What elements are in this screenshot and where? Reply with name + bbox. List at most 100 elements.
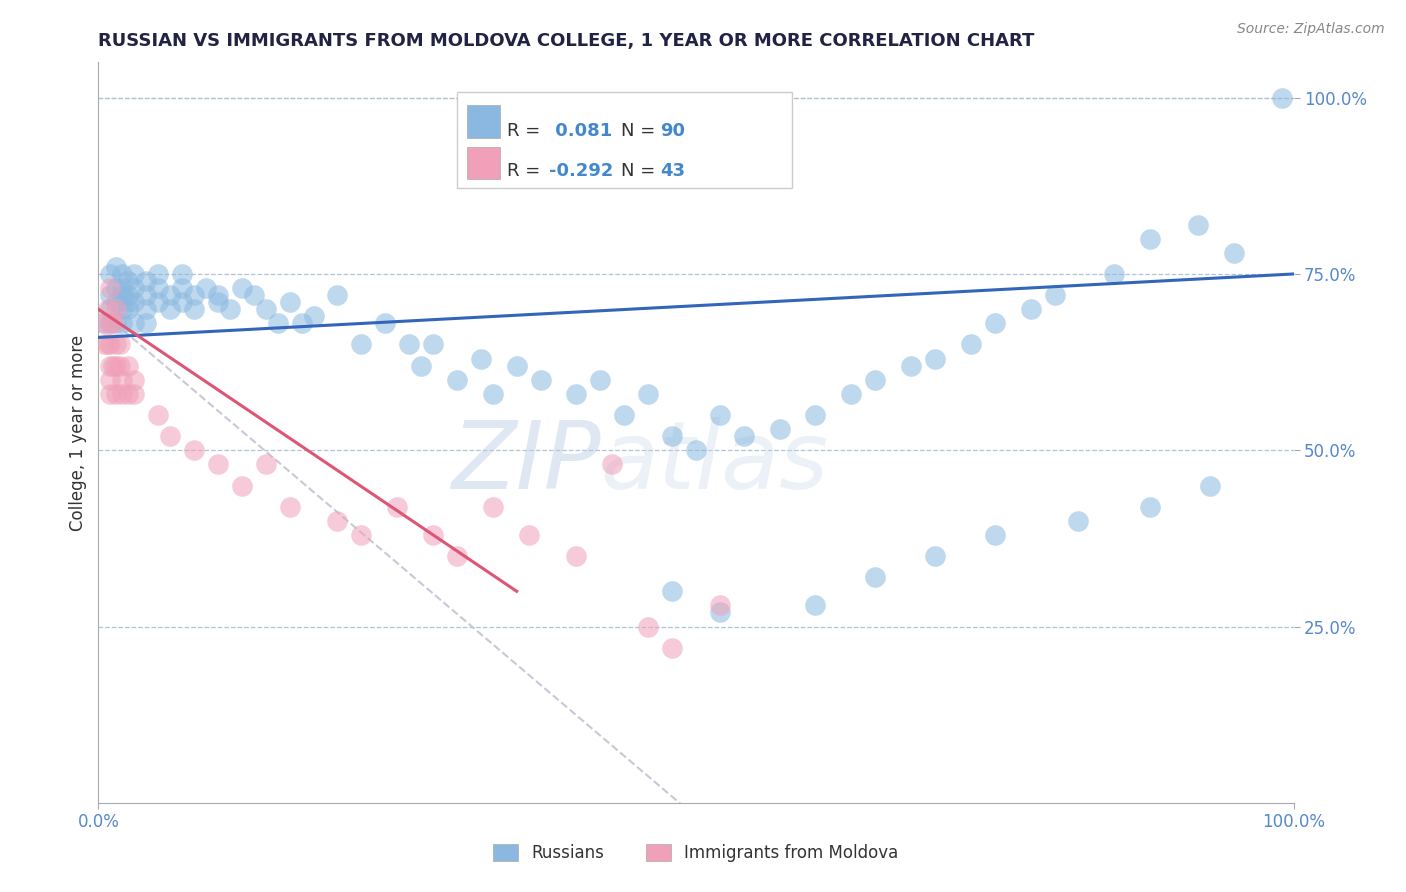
Point bbox=[530, 373, 553, 387]
Point bbox=[865, 570, 887, 584]
Point bbox=[398, 337, 420, 351]
Point bbox=[117, 274, 139, 288]
Point bbox=[117, 387, 139, 401]
Point bbox=[183, 302, 205, 317]
Text: -0.292: -0.292 bbox=[548, 162, 613, 180]
Point bbox=[117, 302, 139, 317]
Point bbox=[804, 408, 827, 422]
Point bbox=[984, 528, 1007, 542]
Point bbox=[207, 295, 229, 310]
Point bbox=[148, 295, 170, 310]
Point bbox=[98, 281, 122, 295]
Point bbox=[117, 288, 139, 302]
Point bbox=[374, 316, 396, 330]
Point bbox=[924, 549, 946, 563]
Y-axis label: College, 1 year or more: College, 1 year or more bbox=[69, 334, 87, 531]
Point bbox=[613, 408, 636, 422]
Point bbox=[124, 387, 146, 401]
Point bbox=[105, 295, 128, 310]
Text: R =: R = bbox=[508, 121, 546, 140]
Point bbox=[481, 500, 505, 514]
Point bbox=[1223, 245, 1246, 260]
Point bbox=[481, 387, 505, 401]
Point bbox=[93, 316, 115, 330]
Point bbox=[411, 359, 433, 373]
Point bbox=[124, 281, 146, 295]
Point bbox=[207, 288, 229, 302]
Point bbox=[97, 302, 120, 317]
Point bbox=[1139, 232, 1161, 246]
Point bbox=[183, 443, 205, 458]
Point bbox=[984, 316, 1007, 330]
Point bbox=[219, 302, 242, 317]
Point bbox=[231, 281, 253, 295]
Text: RUSSIAN VS IMMIGRANTS FROM MOLDOVA COLLEGE, 1 YEAR OR MORE CORRELATION CHART: RUSSIAN VS IMMIGRANTS FROM MOLDOVA COLLE… bbox=[98, 32, 1035, 50]
Point bbox=[470, 351, 492, 366]
Point bbox=[195, 281, 218, 295]
Text: Source: ZipAtlas.com: Source: ZipAtlas.com bbox=[1237, 22, 1385, 37]
Point bbox=[254, 302, 277, 317]
Point bbox=[135, 302, 157, 317]
Point bbox=[105, 359, 128, 373]
Point bbox=[385, 500, 409, 514]
Point bbox=[124, 267, 146, 281]
Point bbox=[105, 302, 128, 317]
Point bbox=[97, 337, 120, 351]
Point bbox=[1199, 478, 1222, 492]
Point bbox=[685, 443, 707, 458]
Point bbox=[709, 606, 731, 620]
Point bbox=[172, 281, 194, 295]
Point bbox=[1271, 91, 1294, 105]
Point bbox=[111, 267, 134, 281]
Point bbox=[183, 288, 205, 302]
Point bbox=[602, 458, 624, 472]
Point bbox=[111, 302, 134, 317]
Text: R =: R = bbox=[508, 162, 546, 180]
Point bbox=[243, 288, 266, 302]
Point bbox=[111, 373, 134, 387]
Point bbox=[1187, 218, 1209, 232]
Point bbox=[135, 274, 157, 288]
Point bbox=[135, 288, 157, 302]
Point bbox=[422, 337, 444, 351]
Point bbox=[172, 295, 194, 310]
Point bbox=[637, 619, 659, 633]
Point bbox=[1019, 302, 1042, 317]
Point bbox=[111, 316, 134, 330]
Point bbox=[148, 281, 170, 295]
Point bbox=[172, 267, 194, 281]
Point bbox=[124, 295, 146, 310]
Point bbox=[148, 408, 170, 422]
Point bbox=[117, 295, 139, 310]
Point bbox=[98, 316, 122, 330]
Point bbox=[267, 316, 290, 330]
FancyBboxPatch shape bbox=[467, 105, 501, 138]
Point bbox=[101, 316, 124, 330]
Point bbox=[709, 408, 731, 422]
Point bbox=[98, 387, 122, 401]
Point bbox=[1139, 500, 1161, 514]
Point bbox=[1043, 288, 1066, 302]
Point bbox=[98, 302, 122, 317]
Point bbox=[709, 599, 731, 613]
Point bbox=[101, 359, 124, 373]
Text: 43: 43 bbox=[661, 162, 685, 180]
Text: N =: N = bbox=[620, 162, 661, 180]
Point bbox=[733, 429, 755, 443]
Point bbox=[98, 373, 122, 387]
FancyBboxPatch shape bbox=[467, 147, 501, 179]
Point bbox=[111, 288, 134, 302]
Point bbox=[350, 337, 373, 351]
Point bbox=[841, 387, 863, 401]
Point bbox=[124, 373, 146, 387]
Text: N =: N = bbox=[620, 121, 661, 140]
Point bbox=[661, 640, 683, 655]
Point bbox=[661, 584, 683, 599]
Point bbox=[326, 288, 349, 302]
Point bbox=[446, 373, 468, 387]
Text: ZIP: ZIP bbox=[451, 417, 600, 508]
Point bbox=[108, 337, 131, 351]
Point bbox=[565, 387, 588, 401]
Point bbox=[924, 351, 946, 366]
Point bbox=[159, 429, 181, 443]
